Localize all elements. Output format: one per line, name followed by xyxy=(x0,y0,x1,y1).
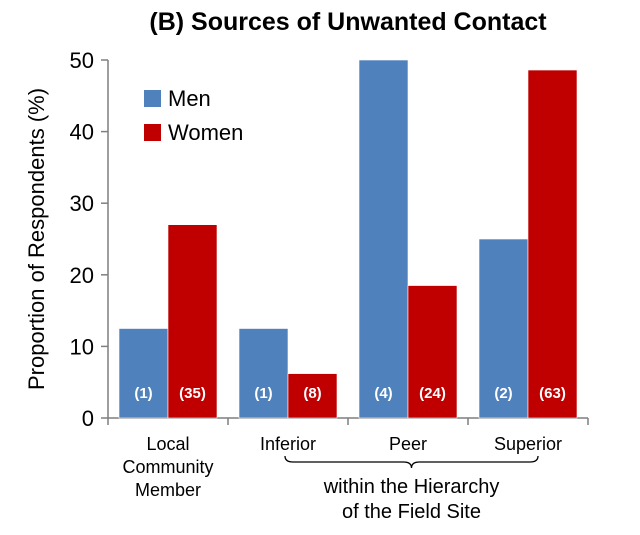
bars xyxy=(118,59,578,419)
y-tick-label: 20 xyxy=(70,263,94,288)
bar-men-1 xyxy=(238,328,289,419)
count-label-men-3: (2) xyxy=(494,385,512,402)
legend-swatch-men xyxy=(144,90,161,107)
count-label-women-3: (63) xyxy=(539,385,566,402)
y-ticks: 0 10 20 30 40 50 xyxy=(70,48,108,431)
x-category-label: Local Community Member xyxy=(122,434,213,500)
x-category-label: Superior xyxy=(494,434,562,454)
legend-swatch-women xyxy=(144,124,161,141)
bar-men-3 xyxy=(478,238,529,419)
y-axis-label: Proportion of Respondents (%) xyxy=(24,88,49,390)
count-label-men-0: (1) xyxy=(134,385,152,402)
count-label-men-2: (4) xyxy=(374,385,392,402)
y-tick-label: 30 xyxy=(70,191,94,216)
count-label-women-0: (35) xyxy=(179,385,206,402)
bar-women-2 xyxy=(407,285,458,419)
legend: Men Women xyxy=(144,86,243,145)
chart-title: (B) Sources of Unwanted Contact xyxy=(149,8,547,36)
bar-women-3 xyxy=(527,69,578,419)
y-tick-label: 10 xyxy=(70,334,94,359)
group-annotation: within the Hierarchy of the Field Site xyxy=(323,476,500,523)
bar-men-0 xyxy=(118,328,169,419)
y-tick-label: 40 xyxy=(70,120,94,145)
legend-label-women: Women xyxy=(168,120,243,145)
count-label-women-2: (24) xyxy=(419,385,446,402)
bar-men-2 xyxy=(358,59,409,419)
y-tick-label: 0 xyxy=(82,406,94,431)
x-category-label: Inferior xyxy=(260,434,316,454)
count-label-women-1: (8) xyxy=(303,385,321,402)
x-category-labels: Local Community Member Inferior Peer Superior xyxy=(122,434,562,500)
group-bracket: within the Hierarchy of the Field Site xyxy=(284,455,539,523)
count-labels: (1) (1) (4) (2) (35) (8) (24) (63) xyxy=(134,385,566,402)
bracket-line xyxy=(284,455,539,469)
bar-women-1 xyxy=(287,373,338,419)
x-category-label: Peer xyxy=(389,434,427,454)
y-tick-label: 50 xyxy=(70,48,94,73)
legend-label-men: Men xyxy=(168,86,211,111)
bar-women-0 xyxy=(167,224,218,419)
count-label-men-1: (1) xyxy=(254,385,272,402)
